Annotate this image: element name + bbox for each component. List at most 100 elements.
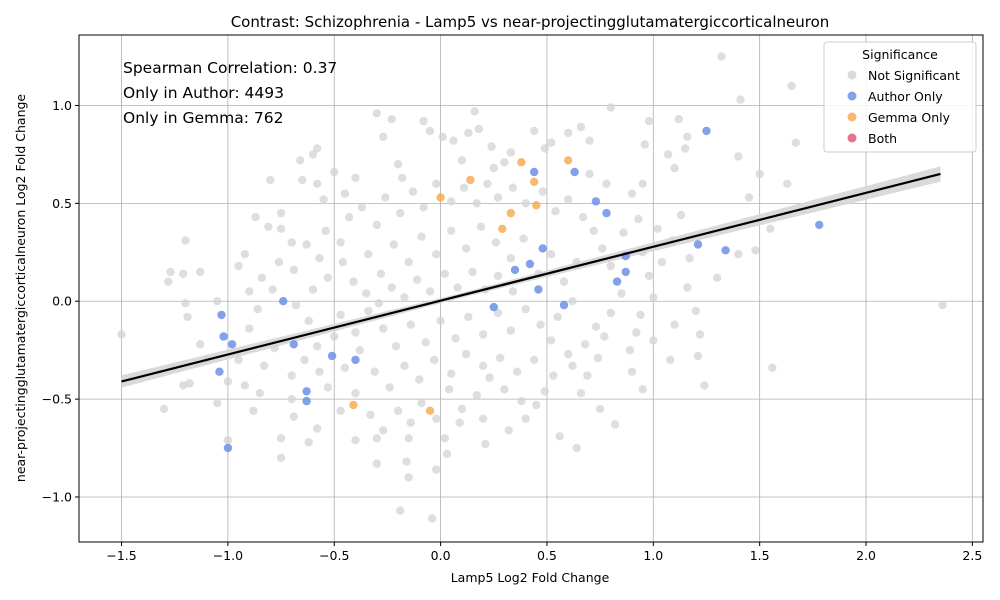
legend-author-only-label: Author Only: [868, 89, 943, 104]
not-significant-point: [432, 465, 441, 474]
not-significant-point: [340, 363, 350, 372]
not-significant-point: [308, 285, 318, 294]
regression-line-group: [121, 172, 941, 383]
annotation-author-only: Only in Author: 4493: [123, 84, 284, 102]
not-significant-point: [783, 179, 792, 188]
not-significant-point: [649, 336, 658, 345]
not-significant-point: [255, 389, 264, 398]
not-significant-point: [313, 179, 322, 188]
not-significant-point: [589, 226, 598, 235]
author-only-point: [219, 332, 228, 341]
x-tick-label: 2.0: [856, 548, 876, 563]
not-significant-point: [521, 199, 530, 208]
not-significant-point: [478, 330, 488, 339]
author-only-point: [510, 265, 520, 275]
not-significant-point: [617, 289, 626, 298]
not-significant-point: [253, 304, 262, 314]
not-significant-point: [453, 283, 462, 292]
not-significant-point: [408, 187, 418, 196]
not-significant-point: [461, 244, 471, 253]
author-only-point: [530, 167, 539, 177]
not-significant-point: [259, 361, 269, 370]
y-tick-label: −1.0: [42, 489, 72, 504]
not-significant-point: [300, 355, 309, 365]
gemma-only-point: [506, 208, 515, 218]
not-significant-point: [649, 293, 658, 302]
not-significant-point: [536, 320, 545, 329]
not-significant-point: [744, 193, 754, 202]
not-significant-point: [313, 144, 322, 153]
not-significant-point: [249, 406, 258, 415]
annotation-gemma-only: Only in Gemma: 762: [123, 109, 283, 127]
x-tick-label: 1.0: [643, 548, 663, 563]
not-significant-point: [164, 277, 173, 286]
not-significant-point: [298, 175, 307, 185]
gemma-only-point: [425, 406, 435, 415]
not-significant-point: [585, 136, 594, 145]
not-significant-point: [481, 439, 490, 449]
not-significant-point: [478, 361, 488, 370]
scatter-points: [117, 52, 947, 523]
not-significant-point: [691, 306, 700, 316]
not-significant-point: [606, 261, 615, 271]
not-significant-point: [336, 310, 345, 320]
not-significant-point: [487, 142, 496, 151]
not-significant-point: [457, 404, 467, 414]
legend-not-significant-marker: [847, 70, 857, 80]
not-significant-point: [447, 197, 456, 206]
not-significant-point: [313, 342, 322, 351]
not-significant-point: [644, 116, 654, 126]
not-significant-point: [223, 377, 233, 386]
not-significant-point: [234, 355, 243, 365]
not-significant-point: [632, 328, 641, 337]
not-significant-point: [366, 410, 375, 419]
author-only-point: [693, 240, 703, 249]
not-significant-point: [606, 308, 615, 318]
x-tick-label: 0.5: [537, 548, 557, 563]
not-significant-point: [355, 346, 364, 355]
author-only-point: [223, 443, 233, 453]
not-significant-point: [296, 156, 305, 165]
not-significant-point: [387, 283, 396, 292]
not-significant-point: [449, 136, 458, 145]
not-significant-point: [676, 210, 686, 220]
legend-not-significant-label: Not Significant: [868, 68, 960, 83]
y-axis-label: near-projectingglutamatergiccorticalneur…: [13, 94, 28, 483]
not-significant-point: [406, 418, 415, 427]
author-only-point: [591, 197, 601, 206]
not-significant-point: [508, 183, 518, 192]
not-significant-point: [351, 173, 360, 183]
not-significant-point: [315, 254, 324, 263]
not-significant-point: [547, 250, 556, 259]
not-significant-point: [406, 320, 415, 329]
not-significant-point: [666, 355, 675, 365]
not-significant-point: [572, 443, 581, 453]
not-significant-point: [270, 344, 279, 353]
not-significant-point: [787, 81, 796, 91]
not-significant-point: [398, 173, 407, 183]
not-significant-point: [404, 434, 413, 443]
not-significant-point: [500, 158, 509, 167]
not-significant-point: [457, 156, 467, 165]
author-only-point: [525, 259, 535, 269]
not-significant-point: [464, 312, 473, 322]
not-significant-point: [591, 322, 601, 331]
author-only-point: [538, 244, 547, 253]
not-significant-point: [396, 506, 405, 515]
not-significant-point: [330, 332, 339, 341]
not-significant-point: [474, 124, 484, 134]
not-significant-point: [440, 434, 450, 443]
not-significant-point: [606, 103, 615, 112]
not-significant-point: [196, 267, 205, 277]
not-significant-point: [257, 273, 267, 282]
not-significant-point: [268, 285, 277, 294]
not-significant-point: [351, 328, 360, 337]
not-significant-point: [185, 379, 194, 388]
author-only-point: [570, 167, 579, 177]
annotation-spearman: Spearman Correlation: 0.37: [123, 59, 337, 77]
not-significant-point: [564, 128, 573, 138]
x-tick-label: 1.5: [750, 548, 770, 563]
not-significant-point: [374, 299, 384, 308]
not-significant-point: [464, 128, 473, 138]
not-significant-point: [447, 226, 456, 235]
